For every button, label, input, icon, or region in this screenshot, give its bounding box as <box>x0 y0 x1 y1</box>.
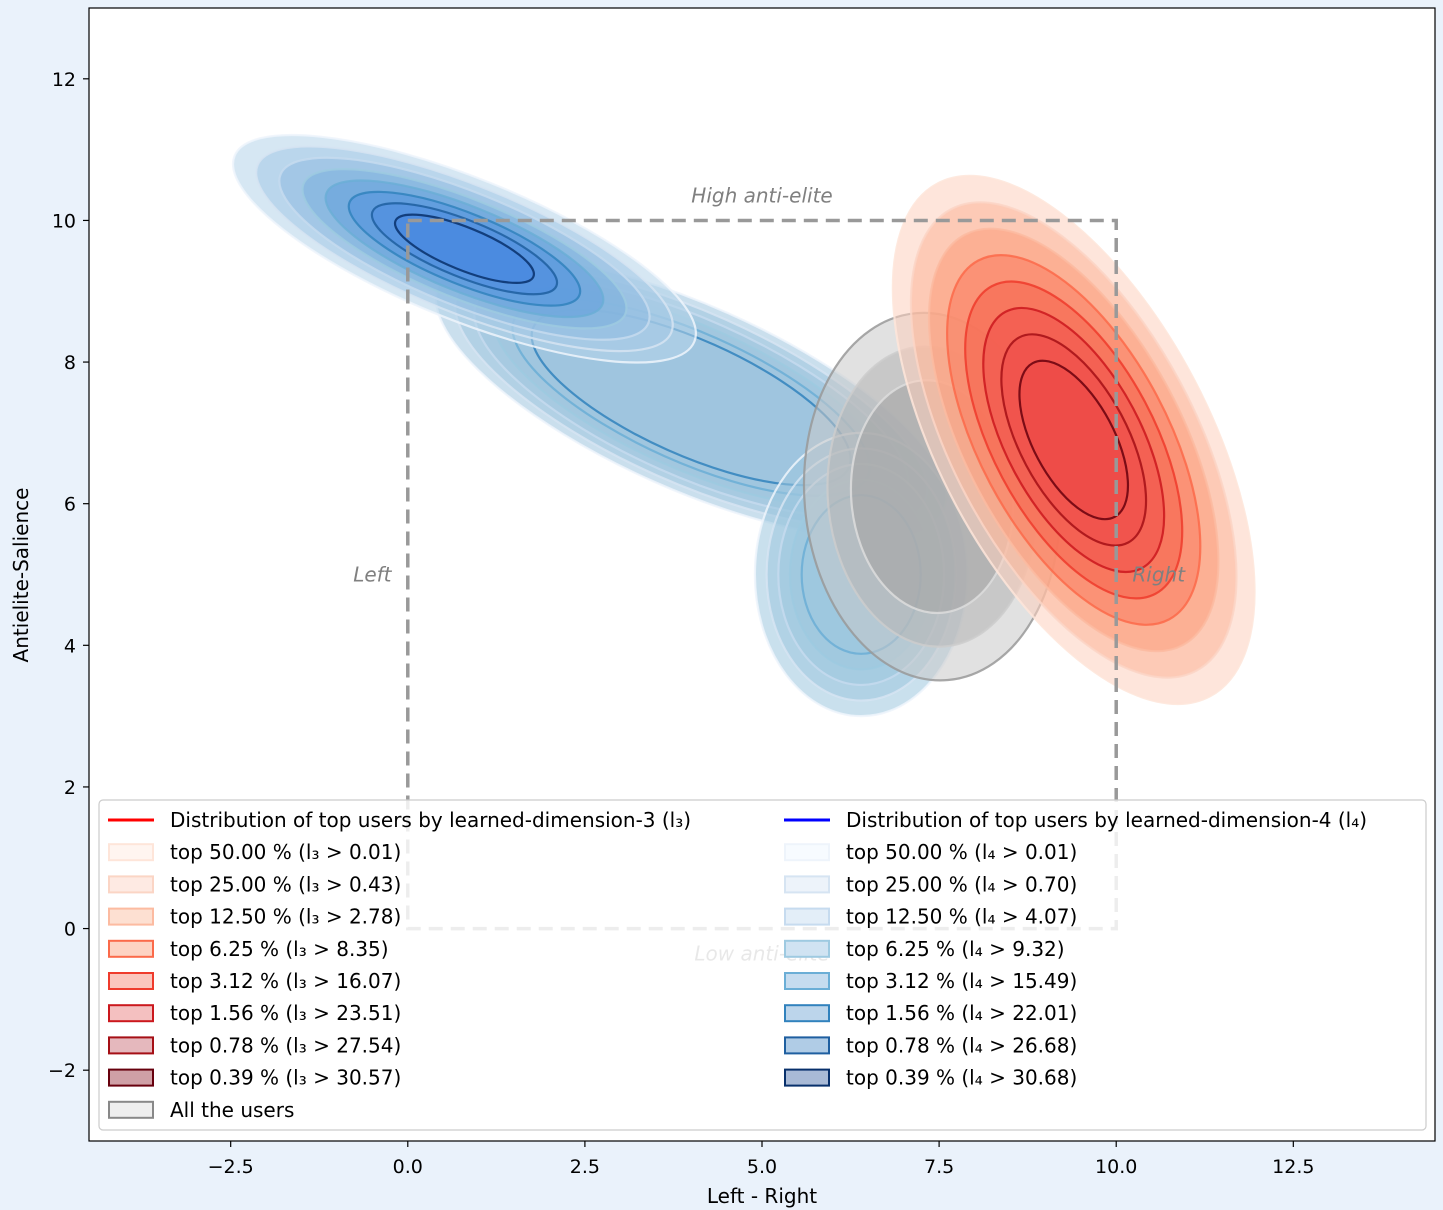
legend-right-patch-swatch-6 <box>784 1004 830 1023</box>
l3-top-users-blob-level-8 <box>1018 359 1130 521</box>
legend-left-label-5: top 3.12 % (l₃ > 16.07) <box>170 969 401 993</box>
legend-right-patch-swatch-5 <box>784 972 830 990</box>
legend-left-label-0: Distribution of top users by learned-dim… <box>170 808 691 832</box>
legend-left-patch-swatch-8 <box>108 1068 154 1087</box>
y-tick-label-7: 12 <box>52 69 76 91</box>
annotation-0: High anti-elite <box>691 184 832 208</box>
x-axis-label: Left - Right <box>707 1184 817 1208</box>
x-tick-label-2: 2.5 <box>570 1156 600 1178</box>
legend-right-patch-swatch-3 <box>784 907 830 926</box>
legend-right-label-0: Distribution of top users by learned-dim… <box>846 808 1367 832</box>
legend-left-patch-swatch-2 <box>108 875 154 894</box>
y-tick-label-2: 2 <box>64 777 76 799</box>
legend-right-label-7: top 0.78 % (l₄ > 26.68) <box>846 1033 1077 1057</box>
x-tick-label-5: 10.0 <box>1095 1156 1137 1178</box>
legend-right-label-3: top 12.50 % (l₄ > 4.07) <box>846 905 1077 929</box>
legend-left-label-1: top 50.00 % (l₃ > 0.01) <box>170 840 401 864</box>
legend-left-patch-swatch-5 <box>108 972 154 990</box>
x-tick-label-4: 7.5 <box>924 1156 954 1178</box>
legend-left-label-8: top 0.39 % (l₃ > 30.57) <box>170 1066 401 1090</box>
legend-left-label-7: top 0.78 % (l₃ > 27.54) <box>170 1033 401 1057</box>
legend: Distribution of top users by learned-dim… <box>98 799 1427 1131</box>
legend-right-patch-swatch-7 <box>784 1036 830 1055</box>
legend-left-patch-swatch-6 <box>108 1004 154 1023</box>
legend-left-patch-swatch-4 <box>108 939 154 958</box>
legend-right-patch-swatch-4 <box>784 939 830 958</box>
annotation-3: Right <box>1132 563 1186 587</box>
legend-right-patch-swatch-2 <box>784 875 830 894</box>
y-tick-label-3: 4 <box>64 635 76 657</box>
plot-frame <box>88 7 1436 1142</box>
legend-left-label-4: top 6.25 % (l₃ > 8.35) <box>170 937 389 961</box>
y-axis-label: Antielite-Salience <box>9 488 33 663</box>
annotation-2: Left <box>353 563 392 587</box>
legend-left-label-3: top 12.50 % (l₃ > 2.78) <box>170 905 401 929</box>
legend-right-label-5: top 3.12 % (l₄ > 15.49) <box>846 969 1077 993</box>
legend-frame <box>98 799 1427 1131</box>
kde-contours <box>231 133 1256 718</box>
legend-right-patch-swatch-1 <box>784 843 830 862</box>
y-tick-label-0: −2 <box>48 1060 76 1082</box>
legend-left-patch-swatch-3 <box>108 907 154 926</box>
y-tick-label-4: 6 <box>64 494 76 516</box>
legend-left-patch-swatch-7 <box>108 1036 154 1055</box>
legend-left-label-9: All the users <box>170 1098 294 1122</box>
legend-left-patch-swatch-1 <box>108 843 154 862</box>
legend-right-label-1: top 50.00 % (l₄ > 0.01) <box>846 840 1077 864</box>
legend-right-label-2: top 25.00 % (l₄ > 0.70) <box>846 872 1077 896</box>
legend-left-label-6: top 1.56 % (l₃ > 23.51) <box>170 1001 401 1025</box>
l4-top-users-blob-level-8 <box>393 213 535 284</box>
legend-left-patch-swatch-9 <box>108 1100 154 1119</box>
legend-right-label-6: top 1.56 % (l₄ > 22.01) <box>846 1001 1077 1025</box>
x-tick-label-0: −2.5 <box>208 1156 254 1178</box>
legend-left-label-2: top 25.00 % (l₃ > 0.43) <box>170 872 401 896</box>
y-tick-label-5: 8 <box>64 352 76 374</box>
y-tick-label-6: 10 <box>52 210 76 232</box>
x-tick-label-6: 12.5 <box>1272 1156 1314 1178</box>
x-tick-label-1: 0.0 <box>393 1156 423 1178</box>
legend-right-label-4: top 6.25 % (l₄ > 9.32) <box>846 937 1065 961</box>
legend-right-label-8: top 0.39 % (l₄ > 30.68) <box>846 1066 1077 1090</box>
legend-right-patch-swatch-8 <box>784 1068 830 1087</box>
axes: −2.5 0.0 2.5 5.0 7.5 10.0 12.5 −2 0 2 4 6 8 10 12 <box>48 69 1314 1178</box>
x-tick-label-3: 5.0 <box>747 1156 777 1178</box>
y-tick-label-1: 0 <box>64 919 76 941</box>
